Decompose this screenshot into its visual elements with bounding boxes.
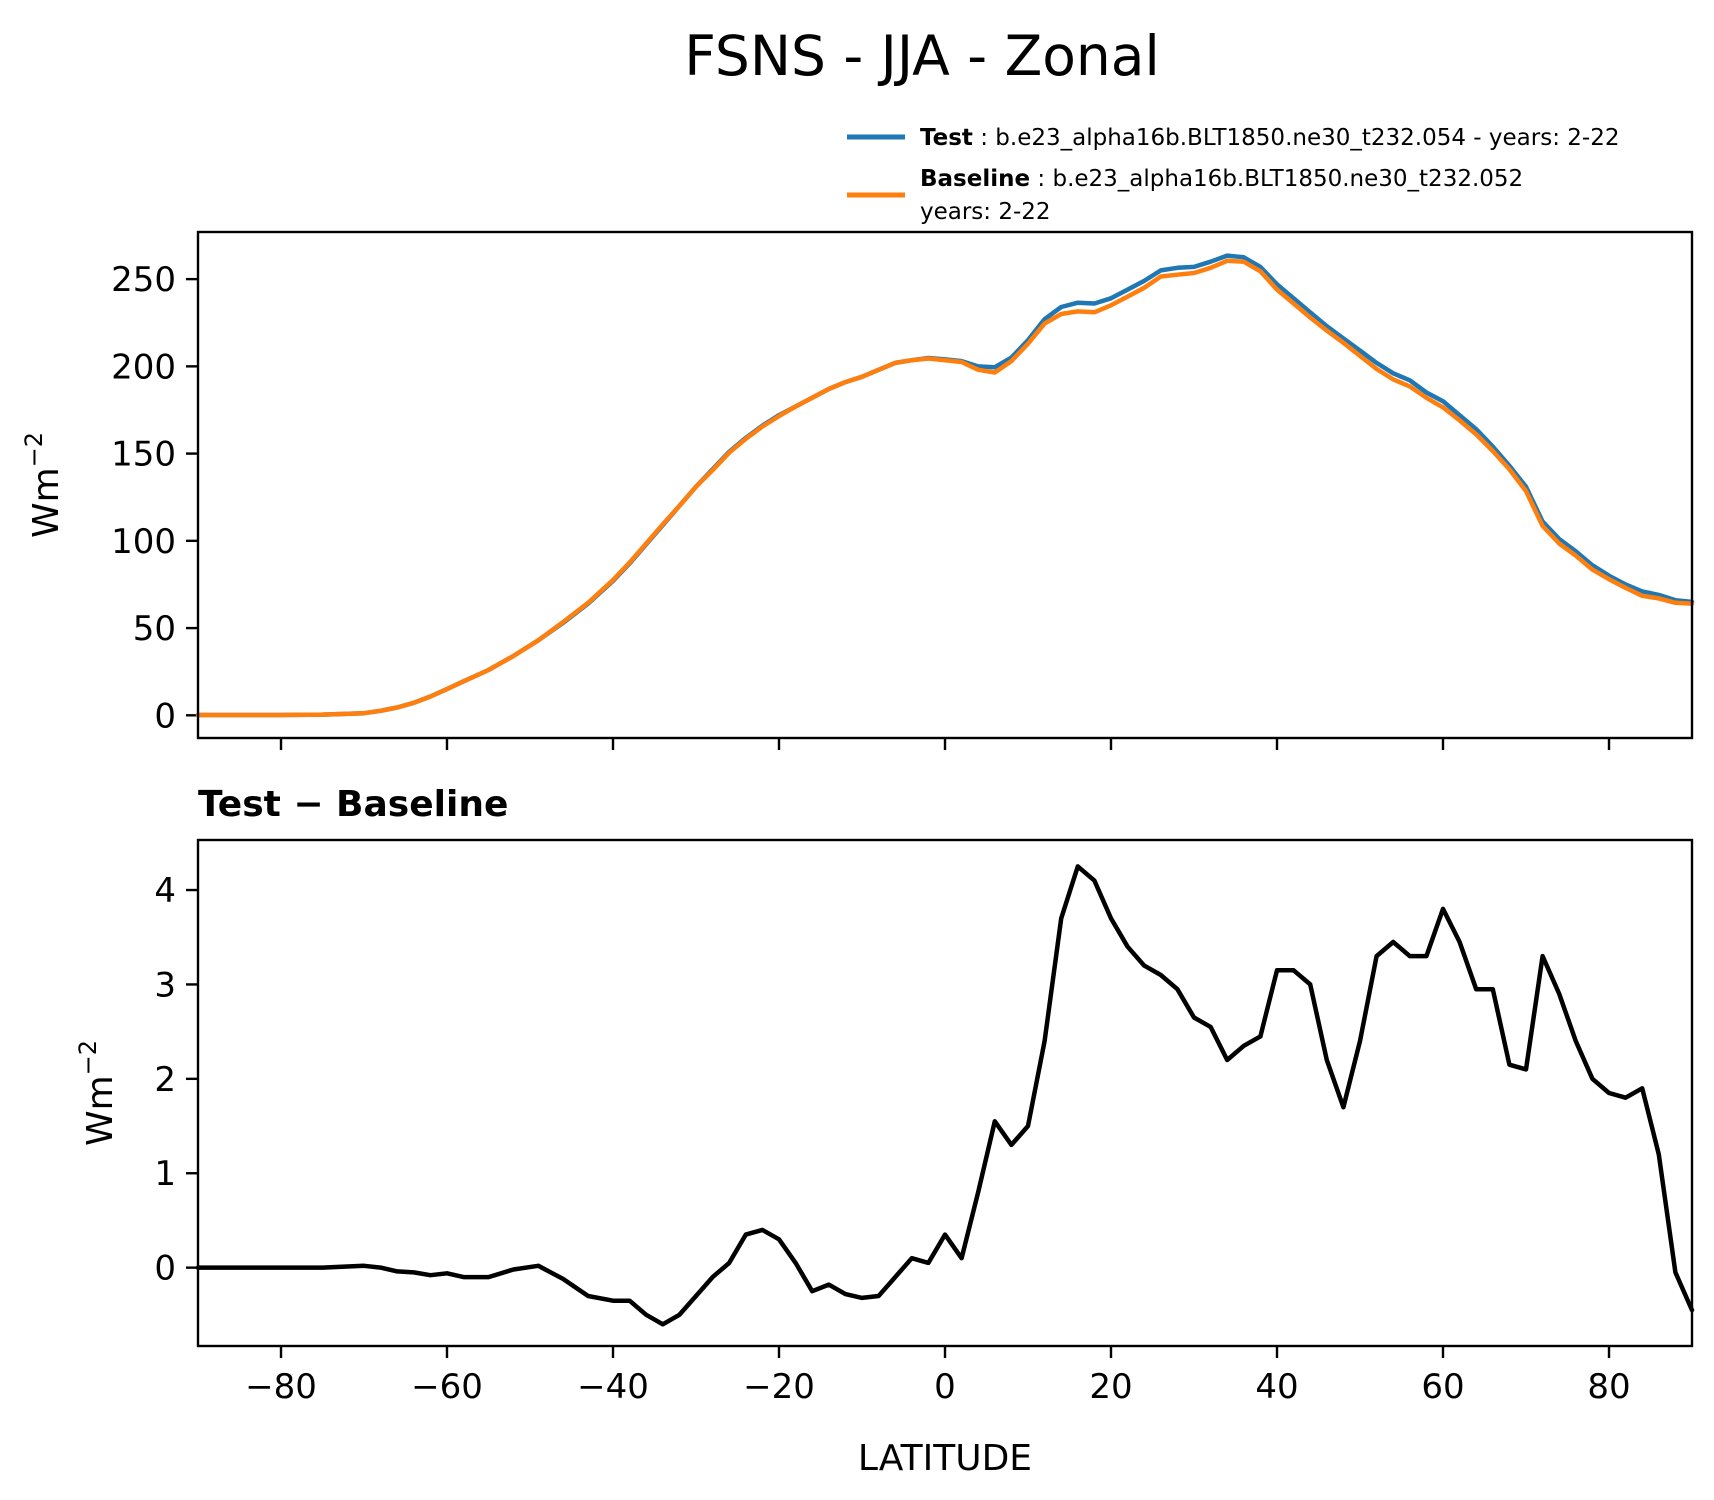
top-axes-frame [196,230,1694,740]
series-line-baseline [195,258,1695,718]
bottom-y-axis-label-base: Wm [80,1075,121,1146]
top-y-tick-label: 200 [111,347,176,387]
legend-test-entry: Test : b.e23_alpha16b.BLT1850.ne30_t232.… [920,125,1619,151]
legend-baseline-text: : b.e23_alpha16b.BLT1850.ne30_t232.052 [1037,166,1523,192]
x-tick-label: −60 [411,1367,483,1407]
top-y-tick-label: 0 [154,696,176,736]
x-tick-label: 20 [1089,1367,1132,1407]
x-tick-label: −80 [245,1367,317,1407]
top-y-tick-label: 150 [111,435,176,475]
top-y-axis-label-sup: −2 [20,432,48,467]
x-tick-label: 60 [1421,1367,1464,1407]
bottom-y-tick-label: 3 [154,965,176,1005]
legend: Test : b.e23_alpha16b.BLT1850.ne30_t232.… [847,125,1619,225]
bottom-panel-title: Test − Baseline [198,784,508,825]
bottom-y-ticks: 0 1 2 3 4 [154,871,198,1289]
bottom-y-tick-label: 4 [154,871,176,911]
bottom-x-ticks: −80 −60 −40 −20 0 20 40 60 80 [245,1346,1631,1407]
bottom-y-tick-label: 1 [154,1154,176,1194]
top-x-ticks [279,738,1611,750]
series-line-test [195,253,1695,718]
top-series-group [195,253,1695,718]
legend-baseline-text-line2: years: 2-22 [920,199,1051,225]
x-axis-label: LATITUDE [858,1438,1032,1479]
legend-test-text: : b.e23_alpha16b.BLT1850.ne30_t232.054 -… [980,125,1619,151]
bottom-y-tick-label: 0 [154,1249,176,1289]
x-tick-label: −40 [577,1367,649,1407]
bottom-y-tick-label: 2 [154,1060,176,1100]
bottom-y-axis-label: Wm−2 [74,1040,121,1146]
chart-title: FSNS - JJA - Zonal [684,24,1160,88]
top-y-ticks: 0 50 100 150 200 250 [111,260,198,736]
x-tick-label: 0 [934,1367,956,1407]
top-panel: 0 50 100 150 200 250 Wm−2 [20,230,1695,750]
top-y-tick-label: 50 [133,609,176,649]
top-y-axis-label-base: Wm [26,467,67,538]
x-tick-label: −20 [743,1367,815,1407]
series-line-test-baseline [195,864,1695,1327]
top-y-axis-label: Wm−2 [20,432,67,538]
bottom-y-axis-label-sup: −2 [74,1040,102,1075]
x-tick-label: 80 [1587,1367,1630,1407]
legend-baseline-entry: Baseline : b.e23_alpha16b.BLT1850.ne30_t… [920,166,1523,192]
x-tick-label: 40 [1255,1367,1298,1407]
bottom-panel: Test − Baseline 0 1 2 3 4 −80 −60 −40 −20 0 20 40 6… [74,784,1695,1479]
top-y-tick-label: 100 [111,522,176,562]
bottom-axes-frame [196,838,1694,1348]
legend-test-label: Test [920,125,973,151]
legend-baseline-label: Baseline [920,166,1030,192]
top-y-tick-label: 250 [111,260,176,300]
bottom-series-group [195,864,1695,1327]
